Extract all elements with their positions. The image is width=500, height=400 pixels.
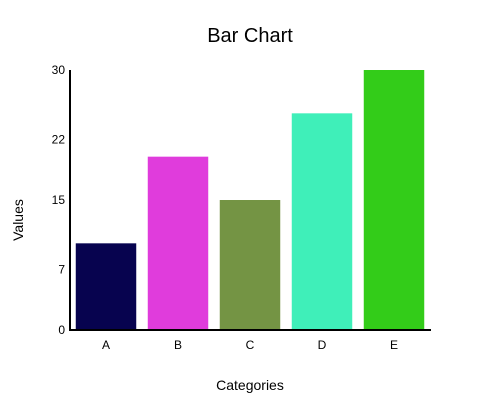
bar-b	[147, 156, 209, 330]
x-tick-label-d: D	[318, 338, 327, 352]
bar-c	[219, 200, 281, 330]
bar-e	[363, 70, 425, 330]
y-tick-label-7: 7	[58, 262, 65, 276]
chart-title: Bar Chart	[207, 25, 293, 47]
y-tick-label-15: 15	[52, 193, 66, 207]
x-tick-label-c: C	[246, 338, 255, 352]
bars-group	[75, 70, 425, 330]
bar-d	[291, 113, 353, 330]
y-tick-label-22: 22	[52, 132, 66, 146]
bar-a	[75, 243, 137, 330]
x-ticks-group: A B C D E	[102, 338, 398, 352]
y-tick-label-30: 30	[52, 63, 66, 77]
x-tick-label-b: B	[174, 338, 182, 352]
y-ticks-group: 0 7 15 22 30	[52, 63, 66, 337]
x-axis-label: Categories	[216, 377, 284, 393]
y-axis-label: Values	[10, 199, 26, 241]
x-tick-label-e: E	[390, 338, 398, 352]
x-tick-label-a: A	[102, 338, 110, 352]
y-tick-label-0: 0	[58, 323, 65, 337]
